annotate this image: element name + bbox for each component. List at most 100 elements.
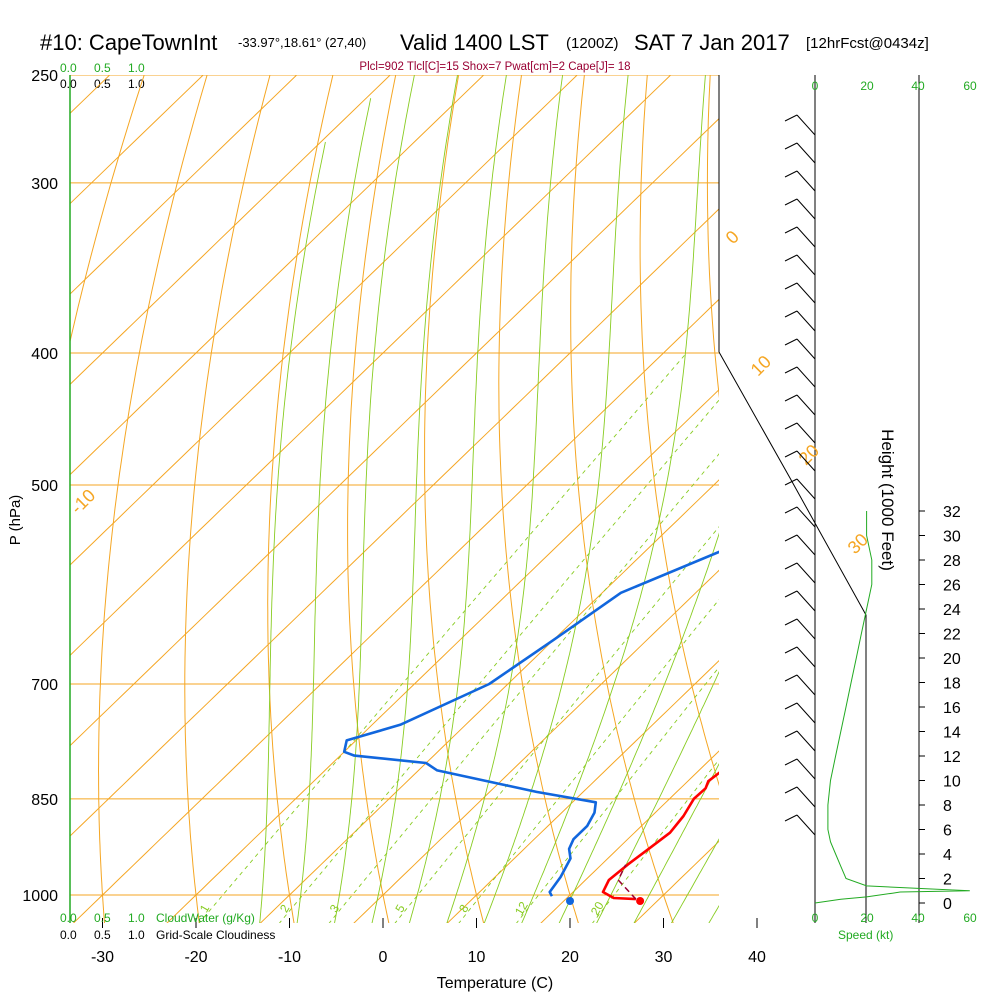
cloudiness-label: Grid-Scale Cloudiness [156,928,275,942]
wind-barb-22 [796,730,816,752]
wind-barb-25 [796,814,816,836]
bottom-scale-green-0: 0.0 [60,911,77,925]
height-axis-label: Height (1000 Feet) [878,429,897,571]
top-cloudwater-scale: 0.0 0.5 1.0 [60,61,145,75]
wind-barb-5 [796,254,816,276]
wind-barb-4 [796,226,816,248]
isotherm-50 [821,51,1000,924]
wind-barb-flag-20 [784,674,798,682]
wind-barb-flag-6 [784,282,798,290]
speed-bottom-1: 20 [860,911,874,925]
dry-adiabat-50 [706,75,719,399]
bottom-cloudiness-scale: 0.0 0.5 1.0 Grid-Scale Cloudiness [60,928,275,942]
temp-tick--30: -30 [91,949,114,966]
wind-barb-10 [796,394,816,416]
wind-barb-flag-15 [784,534,798,542]
temp-tick-0: 0 [379,949,388,966]
wind-barb-flag-13 [784,478,798,486]
wind-barb-flag-18 [784,618,798,626]
temperature-line [601,771,719,901]
wind-barb-flag-24 [784,786,798,794]
mixing-ratio-label-3: 3 [327,902,343,915]
speed-top-0: 0 [812,79,819,93]
isotherm--70 [70,75,578,566]
x-axis-label: Temperature (C) [437,975,553,992]
wind-barb-flag-3 [784,198,798,206]
height-tick-24: 24 [943,602,961,619]
isotherm-30 [633,840,719,923]
speed-top-2: 40 [911,79,925,93]
pressure-tick-300: 300 [31,176,58,193]
wind-barb-flag-5 [784,254,798,262]
top-scale-green-1: 0.5 [94,61,111,75]
isotherm-label-10: 10 [747,352,775,380]
valid-date: SAT 7 Jan 2017 [634,30,790,55]
indices-line: Plcl=902 Tlcl[C]=15 Shox=7 Pwat[cm]=2 Ca… [359,61,630,73]
height-tick-28: 28 [943,553,961,570]
top-scale-green-2: 1.0 [128,61,145,75]
isotherm--60 [70,75,672,657]
wind-barb-6 [796,282,816,304]
zulu-time: (1200Z) [566,35,619,52]
isotherm--80 [70,75,485,476]
wind-barb-flag-19 [784,646,798,654]
wind-speed-profile [814,511,970,904]
dry-adiabat-10 [424,75,485,923]
mixing-ratio-3 [328,453,719,923]
wind-barb-12 [796,450,816,472]
sounding-series [342,550,719,901]
dry-adiabat--20 [184,75,271,923]
height-tick-8: 8 [943,798,952,815]
isotherm--90 [70,75,391,386]
dry-adiabat-80 [898,51,1000,924]
temp-tick-10: 10 [468,949,486,966]
wind-barb-0 [796,114,816,136]
mixing-ratio-2 [278,399,719,923]
moist-adiabat--2 [334,75,415,923]
speed-bottom-3: 60 [963,911,977,925]
thermo-grid: 1 2 3 5 8 12 20 [70,51,1000,924]
height-tick-12: 12 [943,749,961,766]
speed-top-3: 60 [963,79,977,93]
moist-adiabat-22 [558,532,719,923]
moist-adiabat-26 [596,670,719,923]
dry-adiabat--30 [97,75,208,923]
pressure-tick-700: 700 [31,677,58,694]
wind-barb-flag-25 [784,814,798,822]
mixing-ratio-20 [592,758,719,923]
y-axis-label: P (hPa) [7,495,24,546]
wind-barb-21 [796,702,816,724]
wind-barb-9 [796,366,816,388]
speed-scale-bottom: 0 20 40 60 Speed (kt) [812,911,977,942]
dry-adiabat-60 [773,51,958,924]
isotherm--30 [72,298,719,923]
bottom-scale-green-2: 1.0 [128,911,145,925]
moist-adiabat-38 [708,905,719,923]
wind-barb-flag-16 [784,562,798,570]
height-tick-14: 14 [943,725,961,742]
height-tick-32: 32 [943,504,961,521]
height-tick-6: 6 [943,823,952,840]
temp-tick--20: -20 [184,949,207,966]
speed-bottom-2: 40 [911,911,925,925]
pressure-tick-250: 250 [31,68,58,85]
wind-barb-14 [796,506,816,528]
speed-scale-top: 0 20 40 60 [812,79,977,93]
temp-tick-30: 30 [655,949,673,966]
dry-adiabat--10 [267,75,334,923]
dry-adiabat-0 [347,75,397,923]
isotherm--40 [70,208,719,837]
height-tick-18: 18 [943,676,961,693]
top-cloudiness-scale: 0.0 0.5 1.0 [60,77,145,91]
wind-barb-24 [796,786,816,808]
moist-adiabat--10 [259,141,326,923]
bottom-scale-black-1: 0.5 [94,928,111,942]
wind-barb-23 [796,758,816,780]
dewpoint-surface-marker [566,897,574,905]
mixing-ratio-label-5: 5 [392,902,408,915]
height-tick-0: 0 [943,896,952,913]
speed-label: Speed (kt) [838,928,893,942]
wind-barb-flag-7 [784,310,798,318]
pressure-tick-1000: 1000 [22,888,58,905]
